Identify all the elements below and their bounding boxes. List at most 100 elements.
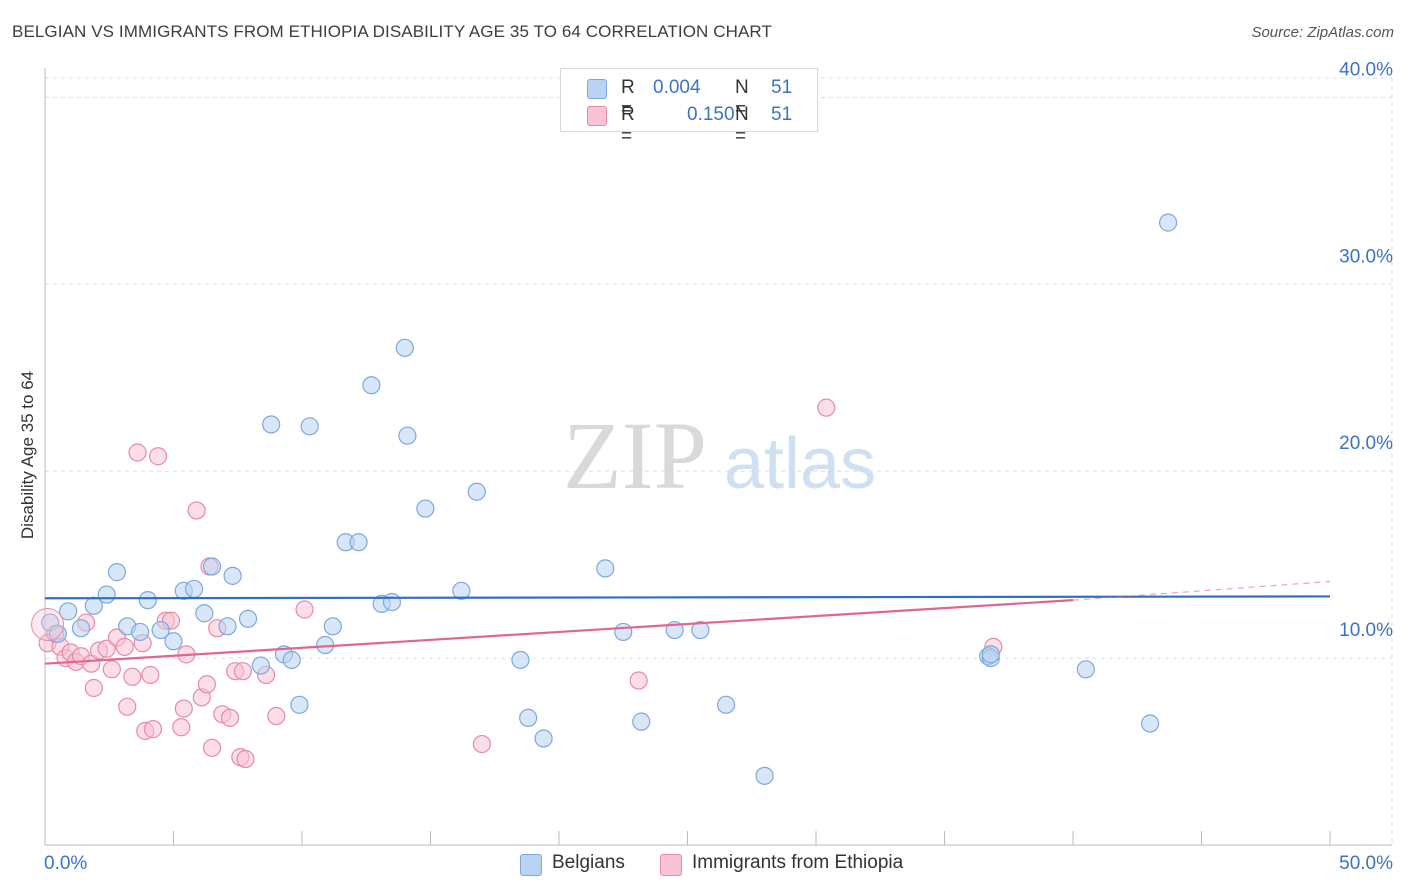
bottom-legend-label: Belgians — [552, 852, 625, 873]
belgians-point — [452, 581, 471, 600]
ethiopia-point — [472, 734, 491, 754]
grid-lines — [45, 77, 1393, 845]
trend-lines — [44, 580, 1331, 665]
belgians-point — [218, 617, 237, 636]
belgians-point — [262, 415, 281, 434]
belgians-point — [511, 650, 530, 670]
bottom-legend-swatch-blue — [520, 854, 542, 876]
legend-n-value: 51 — [771, 104, 793, 125]
bottom-legend-swatch-pink — [660, 854, 682, 876]
legend-r-value: 0.004 — [653, 77, 701, 98]
legend-r-label: R = — [621, 77, 635, 120]
belgians-point — [59, 602, 78, 621]
belgians-point — [416, 499, 435, 518]
ethiopia-point — [197, 675, 217, 694]
legend-n-value: 51 — [771, 77, 793, 98]
ethiopia-trend-line — [44, 599, 1074, 665]
ethiopia-trend-extension — [1072, 580, 1331, 601]
watermark-atlas: atlas — [724, 424, 876, 504]
ethiopia-point — [123, 667, 142, 686]
belgians-point — [184, 579, 204, 599]
ethiopia-point — [143, 720, 163, 739]
belgians-point — [691, 620, 710, 640]
ethiopia-point — [187, 501, 206, 520]
ethiopia-point — [236, 749, 255, 769]
belgians-point — [97, 585, 116, 604]
legend-r-label: R = — [621, 104, 635, 147]
watermark: ZIP atlas — [563, 402, 876, 509]
legend-swatch-blue — [587, 79, 607, 99]
watermark-zip: ZIP — [563, 402, 707, 509]
legend-n-label: N = — [735, 104, 749, 147]
belgians-point — [614, 622, 633, 642]
y-axis-label: Disability Age 35 to 64 — [18, 370, 37, 540]
ethiopia-point — [202, 738, 222, 757]
belgians-point — [138, 591, 157, 610]
belgians-point — [202, 557, 222, 576]
ethiopia-point — [174, 699, 193, 718]
tick-labels: 10.0% 20.0% 30.0% 40.0% 0.0% 50.0% — [44, 59, 1393, 874]
belgians-point — [290, 695, 309, 714]
belgians-point — [195, 604, 214, 623]
belgians-point — [716, 695, 736, 714]
ethiopia-point — [84, 678, 103, 698]
ethiopia-point — [629, 671, 648, 690]
y-tick-label: 20.0% — [1339, 433, 1393, 454]
belgians-point — [1140, 714, 1160, 733]
y-tick-label: 40.0% — [1339, 59, 1393, 80]
x-tick-label: 50.0% — [1339, 853, 1393, 874]
ethiopia-point — [31, 607, 65, 641]
belgians-point — [71, 619, 91, 638]
chart-source: Source: ZipAtlas.com — [1251, 24, 1394, 41]
belgians-point — [349, 533, 368, 552]
belgians-point — [1076, 660, 1095, 679]
belgians-point — [238, 609, 258, 628]
belgians-point — [398, 426, 417, 445]
belgians-point — [323, 617, 342, 636]
bottom-legend-label: Immigrants from Ethiopia — [692, 852, 904, 873]
belgians-point — [467, 482, 486, 501]
belgians-point — [130, 622, 150, 642]
x-tick-label: 0.0% — [44, 853, 87, 874]
belgians-point — [755, 766, 774, 785]
belgians-point — [596, 559, 615, 578]
ethiopia-point — [267, 706, 286, 726]
ethiopia-point — [148, 447, 168, 466]
belgians-trend-line — [44, 595, 1331, 600]
belgians-point — [282, 650, 301, 670]
belgians-point — [362, 376, 381, 395]
ethiopia-point — [233, 662, 252, 681]
belgians-point — [632, 712, 651, 731]
belgians-point — [395, 338, 414, 357]
y-tick-label: 10.0% — [1339, 620, 1393, 641]
legend: R = 0.004 N = 51 R = 0.150 N = 51 — [560, 68, 818, 147]
belgians-point — [223, 566, 242, 585]
ethiopia-point — [220, 708, 240, 728]
belgians-point — [382, 592, 402, 612]
chart-title: BELGIAN VS IMMIGRANTS FROM ETHIOPIA DISA… — [12, 22, 772, 41]
belgians-point — [164, 632, 183, 651]
axes — [44, 68, 1392, 846]
belgians-point — [151, 620, 170, 640]
legend-n-label: N = — [735, 77, 749, 120]
y-tick-label: 30.0% — [1339, 246, 1393, 267]
ethiopia-point — [295, 600, 314, 619]
data-points — [31, 213, 1178, 785]
ethiopia-point — [115, 637, 134, 656]
belgians-point — [48, 624, 67, 643]
ethiopia-point — [817, 398, 836, 417]
belgians-point — [107, 563, 127, 582]
ethiopia-point — [128, 443, 147, 462]
belgians-point — [300, 417, 319, 436]
ethiopia-point — [102, 660, 121, 679]
ethiopia-point — [118, 697, 137, 716]
ethiopia-point — [97, 639, 116, 658]
belgians-point — [534, 729, 553, 748]
ethiopia-point — [141, 665, 160, 685]
belgians-point — [251, 656, 270, 675]
belgians-point — [519, 708, 538, 728]
ethiopia-point — [172, 718, 191, 737]
legend-r-value: 0.150 — [687, 104, 735, 125]
belgians-point — [1158, 213, 1178, 232]
